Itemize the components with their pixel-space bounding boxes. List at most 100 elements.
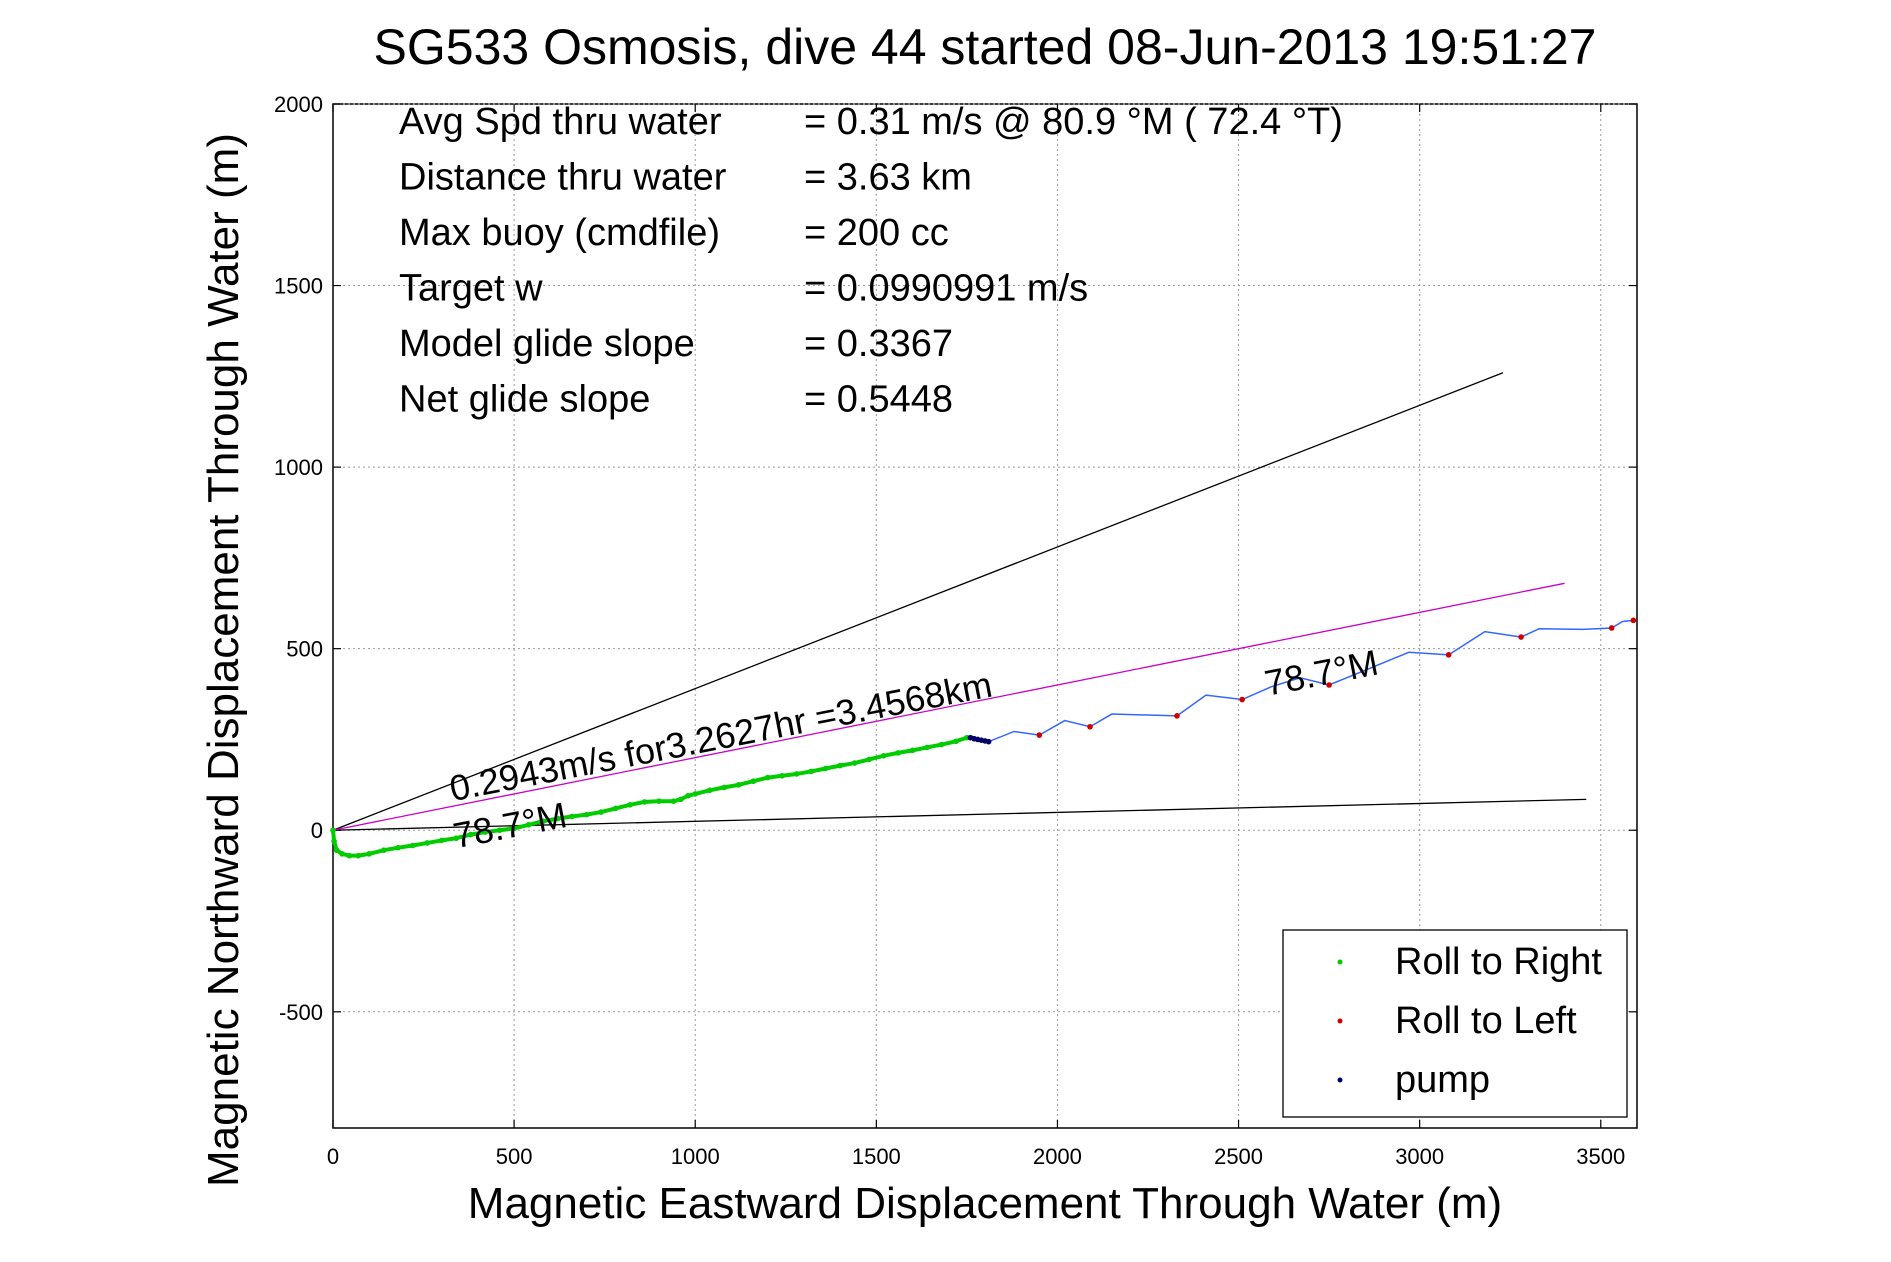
roll-to-right-point — [938, 741, 945, 748]
roll-to-right-point — [395, 844, 402, 851]
y-tick-label: 1500 — [274, 274, 323, 299]
roll-to-right-point — [409, 842, 416, 849]
stat-value: = 0.3367 — [804, 323, 953, 365]
roll-to-right-point — [764, 774, 771, 781]
x-tick-label: 1500 — [852, 1144, 901, 1169]
roll-to-right-point — [467, 831, 474, 838]
legend-marker — [1337, 1077, 1343, 1083]
stat-label: Model glide slope — [399, 323, 695, 365]
roll-to-right-point — [670, 798, 677, 804]
roll-to-right-point — [331, 838, 337, 844]
stat-value: = 3.63 km — [804, 157, 972, 199]
roll-to-right-point — [339, 851, 345, 857]
roll-to-left-point — [1174, 713, 1180, 719]
roll-to-left-point — [1087, 723, 1093, 730]
roll-to-right-point — [554, 815, 561, 822]
roll-to-right-point — [583, 811, 590, 818]
roll-to-left-point — [1608, 625, 1615, 631]
roll-to-right-point — [656, 798, 662, 804]
data-series — [330, 617, 1637, 859]
x-tick-label: 2000 — [1033, 1144, 1082, 1169]
stat-label: Avg Spd thru water — [399, 101, 722, 143]
roll-to-right-point — [453, 835, 459, 842]
roll-to-right-point — [677, 796, 684, 803]
reference-lines — [332, 372, 1587, 831]
pump-point — [985, 738, 992, 745]
x-tick-label: 1000 — [671, 1144, 720, 1169]
roll-to-right-point — [330, 827, 336, 834]
roll-to-right-point — [808, 768, 814, 775]
roll-to-right-point — [866, 756, 872, 763]
roll-to-left-point — [1518, 634, 1524, 640]
y-axis-label: Magnetic Northward Displacement Through … — [199, 133, 248, 1187]
roll-to-right-point — [685, 792, 691, 799]
stat-label: Net glide slope — [399, 379, 650, 421]
roll-to-right-point — [706, 787, 713, 794]
x-tick-label: 2500 — [1214, 1144, 1263, 1169]
roll-to-right-point — [366, 851, 373, 857]
upper-cone-line — [332, 372, 1504, 831]
roll-to-right-point — [496, 827, 503, 834]
roll-to-left-series — [1036, 617, 1637, 738]
roll-to-right-point — [924, 744, 930, 751]
roll-to-right-point — [612, 805, 619, 812]
roll-to-right-point — [953, 738, 959, 745]
roll-to-right-point — [569, 813, 575, 820]
heading-line-line — [332, 582, 1565, 831]
legend: Roll to Right Roll to Left pump — [1282, 929, 1628, 1118]
track-line — [966, 619, 1634, 743]
legend-marker — [1337, 959, 1343, 965]
roll-to-left-point — [1630, 617, 1637, 624]
roll-to-right-point — [793, 771, 800, 777]
chart-title: SG533 Osmosis, dive 44 started 08-Jun-20… — [374, 19, 1597, 75]
roll-to-right-point — [909, 747, 916, 754]
roll-to-right-point — [641, 799, 648, 805]
roll-to-right-point — [692, 791, 699, 797]
roll-to-right-point — [525, 821, 532, 828]
roll-to-left-point — [1326, 682, 1332, 688]
roll-to-right-point — [750, 778, 756, 785]
roll-to-right-point — [482, 829, 488, 835]
legend-label: Roll to Right — [1395, 941, 1602, 983]
roll-to-right-point — [779, 772, 785, 779]
roll-to-right-point — [627, 802, 633, 808]
stats-block: Avg Spd thru water = 0.31 m/s @ 80.9 °M (… — [399, 101, 1343, 421]
roll-to-right-point — [355, 852, 362, 859]
roll-to-right-point — [721, 784, 727, 791]
legend-label: Roll to Left — [1395, 1000, 1577, 1042]
x-tick-label: 3500 — [1576, 1144, 1625, 1169]
y-tick-label: 1000 — [274, 455, 323, 480]
roll-to-right-point — [333, 847, 340, 854]
roll-to-right-point — [880, 753, 887, 759]
roll-to-right-point — [540, 818, 546, 824]
roll-to-left-point — [1036, 732, 1043, 738]
stat-value: = 0.5448 — [804, 379, 953, 421]
roll-to-right-point — [598, 809, 604, 815]
stat-value: = 200 cc — [804, 212, 949, 254]
y-tick-label: 2000 — [274, 92, 323, 117]
x-tick-label: 3000 — [1395, 1144, 1444, 1169]
roll-to-right-point — [851, 760, 858, 766]
legend-label: pump — [1395, 1059, 1490, 1101]
stat-value: = 0.31 m/s @ 80.9 °M ( 72.4 °T) — [804, 101, 1343, 143]
y-tick-label: -500 — [279, 1000, 323, 1025]
roll-to-right-point — [424, 840, 430, 846]
roll-to-left-point — [1239, 696, 1245, 703]
stat-label: Max buoy (cmdfile) — [399, 212, 720, 254]
stat-label: Target w — [399, 268, 543, 310]
stat-label: Distance thru water — [399, 157, 727, 199]
roll-to-right-point — [511, 825, 517, 832]
roll-to-right-point — [438, 837, 445, 844]
x-axis-label: Magnetic Eastward Displacement Through W… — [468, 1179, 1502, 1228]
axis-ticks: 0 500 1000 1500 2000 2500 3000 3500 -500 0 500 1000… — [274, 92, 1637, 1169]
lower-cone-line — [332, 798, 1587, 831]
roll-to-right-point — [837, 762, 843, 769]
roll-to-right-point — [346, 852, 353, 859]
stat-value: = 0.0990991 m/s — [804, 268, 1088, 310]
y-tick-label: 0 — [311, 818, 323, 843]
roll-to-right-point — [735, 782, 742, 788]
x-tick-label: 500 — [496, 1144, 533, 1169]
pump-series — [967, 734, 992, 745]
roll-to-right-point — [380, 847, 387, 854]
